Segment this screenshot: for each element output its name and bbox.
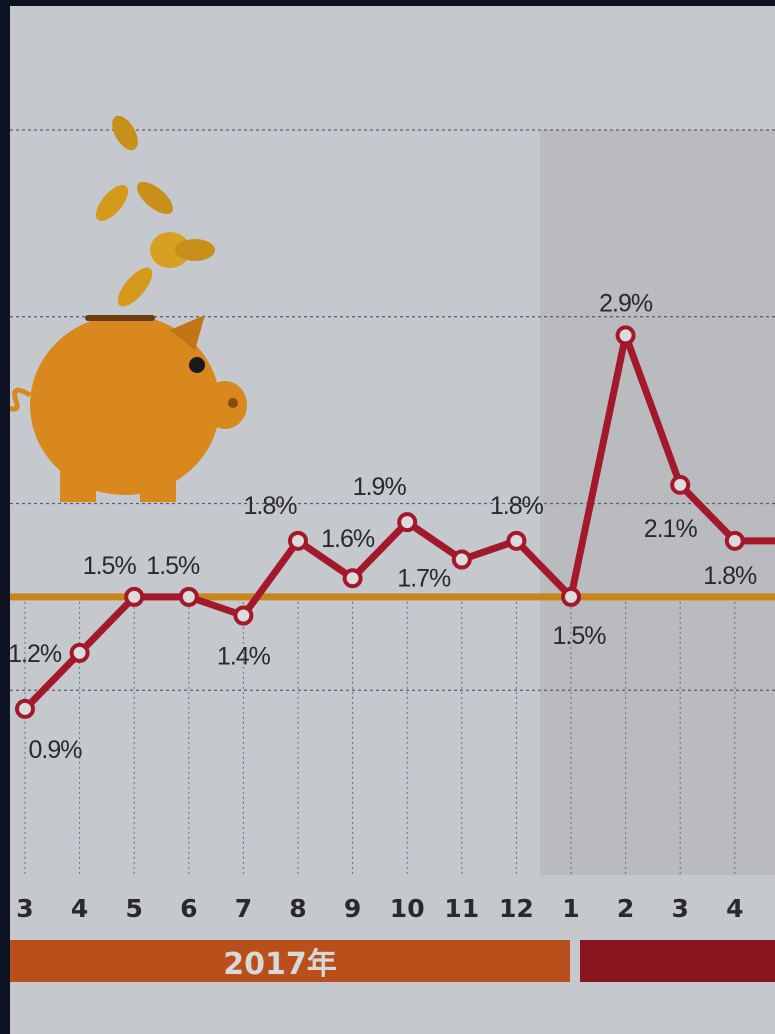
value-label: 2.1%	[644, 515, 698, 543]
year-band-next	[580, 940, 775, 982]
point	[288, 530, 308, 551]
x-tick-label: 4	[726, 894, 743, 923]
point	[561, 586, 581, 607]
point	[233, 605, 254, 626]
year-label: 2017年	[223, 947, 337, 982]
value-label: 1.8%	[244, 492, 298, 520]
value-label: 1.8%	[703, 562, 757, 590]
point	[724, 530, 745, 551]
value-label: 1.8%	[490, 492, 544, 520]
value-label: 2.9%	[599, 289, 653, 317]
point	[615, 325, 636, 346]
x-tick-label: 7	[235, 894, 252, 923]
x-tick-label: 10	[390, 894, 425, 923]
point	[342, 568, 363, 589]
value-label: 0.9%	[29, 736, 83, 764]
year-band	[10, 940, 570, 982]
point	[124, 586, 145, 607]
value-label: 1.5%	[146, 552, 200, 580]
x-tick-label: 3	[671, 894, 688, 923]
piggy-bank	[10, 115, 247, 502]
point	[397, 512, 418, 533]
value-label: 1.5%	[553, 622, 607, 650]
x-tick-label: 3	[16, 894, 33, 923]
x-tick-label: 1	[562, 894, 579, 923]
point	[670, 474, 691, 495]
point	[451, 549, 472, 570]
point	[69, 642, 90, 663]
value-label: 1.7%	[397, 565, 451, 593]
point	[15, 698, 35, 719]
value-label: 1.5%	[83, 552, 137, 580]
point	[178, 586, 199, 607]
x-tick-label: 6	[180, 894, 197, 923]
x-tick-label: 5	[125, 894, 142, 923]
shaded-region	[540, 130, 775, 875]
point	[506, 530, 527, 551]
value-label: 1.4%	[217, 643, 271, 671]
value-label: 1.9%	[353, 473, 407, 501]
x-tick-label: 8	[289, 894, 306, 923]
x-tick-label: 4	[71, 894, 88, 923]
value-label: 1.2%	[8, 640, 62, 668]
x-tick-label: 2	[617, 894, 634, 923]
value-label: 1.6%	[321, 525, 375, 553]
x-tick-label: 12	[499, 894, 534, 923]
x-tick-label: 9	[344, 894, 361, 923]
x-tick-label: 11	[444, 894, 479, 923]
